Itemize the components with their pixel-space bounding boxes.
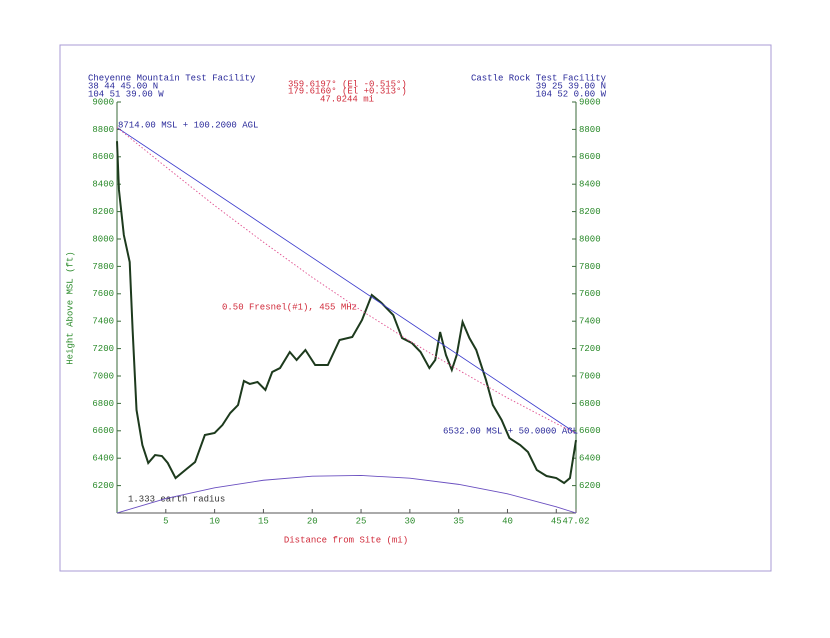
y-tick-label-right: 8400 xyxy=(579,180,601,190)
series-line xyxy=(116,127,577,434)
y-tick-label: 8800 xyxy=(92,125,114,135)
y-tick-label: 8400 xyxy=(92,180,114,190)
x-tick-label: 15 xyxy=(258,516,269,526)
x-tick-label: 45 xyxy=(551,516,562,526)
y-tick-label-right: 6200 xyxy=(579,481,601,491)
y-tick-label: 7600 xyxy=(92,289,114,299)
site-b-lat: 39 25 39.00 N xyxy=(536,81,606,91)
y-tick-label-right: 6600 xyxy=(579,426,601,436)
y-tick-label: 6200 xyxy=(92,481,114,491)
y-tick-label-right: 7800 xyxy=(579,262,601,272)
fresnel-label: 0.50 Fresnel(#1), 455 MHz xyxy=(222,302,357,312)
y-tick-label: 6800 xyxy=(92,399,114,409)
bearing-a: 359.6197° (El -0.515°) xyxy=(288,79,407,89)
x-axis-label: Distance from Site (mi) xyxy=(284,535,408,545)
x-tick-label: 47.02 xyxy=(562,516,589,526)
y-tick-label-right: 8000 xyxy=(579,234,601,244)
y-tick-label-right: 8600 xyxy=(579,152,601,162)
site-a-name: Cheyenne Mountain Test Facility xyxy=(88,73,256,83)
y-tick-label: 7800 xyxy=(92,262,114,272)
y-tick-label: 7000 xyxy=(92,371,114,381)
series-line xyxy=(116,141,577,485)
y-tick-label-right: 8800 xyxy=(579,125,601,135)
y-tick-label: 9000 xyxy=(92,97,114,107)
site-a-lat: 38 44 45.00 N xyxy=(88,81,158,91)
series-line xyxy=(116,127,577,434)
site-b-name: Castle Rock Test Facility xyxy=(471,73,607,83)
x-tick-label: 20 xyxy=(307,516,318,526)
y-tick-label: 8000 xyxy=(92,234,114,244)
y-tick-label: 6600 xyxy=(92,426,114,436)
y-tick-label-right: 7000 xyxy=(579,371,601,381)
x-tick-label: 40 xyxy=(502,516,513,526)
x-tick-label: 30 xyxy=(404,516,415,526)
y-axis-label: Height Above MSL (ft) xyxy=(65,251,75,364)
distance: 47.0244 mi xyxy=(320,94,374,104)
earth-label: 1.333 earth radius xyxy=(128,494,225,504)
y-tick-label-right: 7200 xyxy=(579,344,601,354)
x-tick-label: 10 xyxy=(209,516,220,526)
antenna-a: 8714.00 MSL + 100.2000 AGL xyxy=(118,120,258,130)
y-tick-label-right: 7400 xyxy=(579,317,601,327)
y-tick-label: 8600 xyxy=(92,152,114,162)
y-tick-label: 6400 xyxy=(92,454,114,464)
y-tick-label-right: 6400 xyxy=(579,454,601,464)
y-tick-label: 7200 xyxy=(92,344,114,354)
y-tick-label-right: 7600 xyxy=(579,289,601,299)
y-tick-label-right: 9000 xyxy=(579,97,601,107)
x-tick-label: 5 xyxy=(163,516,168,526)
antenna-b: 6532.00 MSL + 50.0000 AGL xyxy=(443,426,578,436)
frame xyxy=(59,44,772,572)
bearing-b: 179.6160° (El +0.313°) xyxy=(288,86,407,96)
x-tick-label: 25 xyxy=(356,516,367,526)
y-tick-label-right: 6800 xyxy=(579,399,601,409)
site-a-lon: 104 51 39.00 W xyxy=(88,89,164,99)
y-tick-label-right: 8200 xyxy=(579,207,601,217)
y-tick-label: 7400 xyxy=(92,317,114,327)
site-b-lon: 104 52 0.00 W xyxy=(536,89,607,99)
series-line xyxy=(116,475,577,514)
y-tick-label: 8200 xyxy=(92,207,114,217)
x-tick-label: 35 xyxy=(453,516,464,526)
